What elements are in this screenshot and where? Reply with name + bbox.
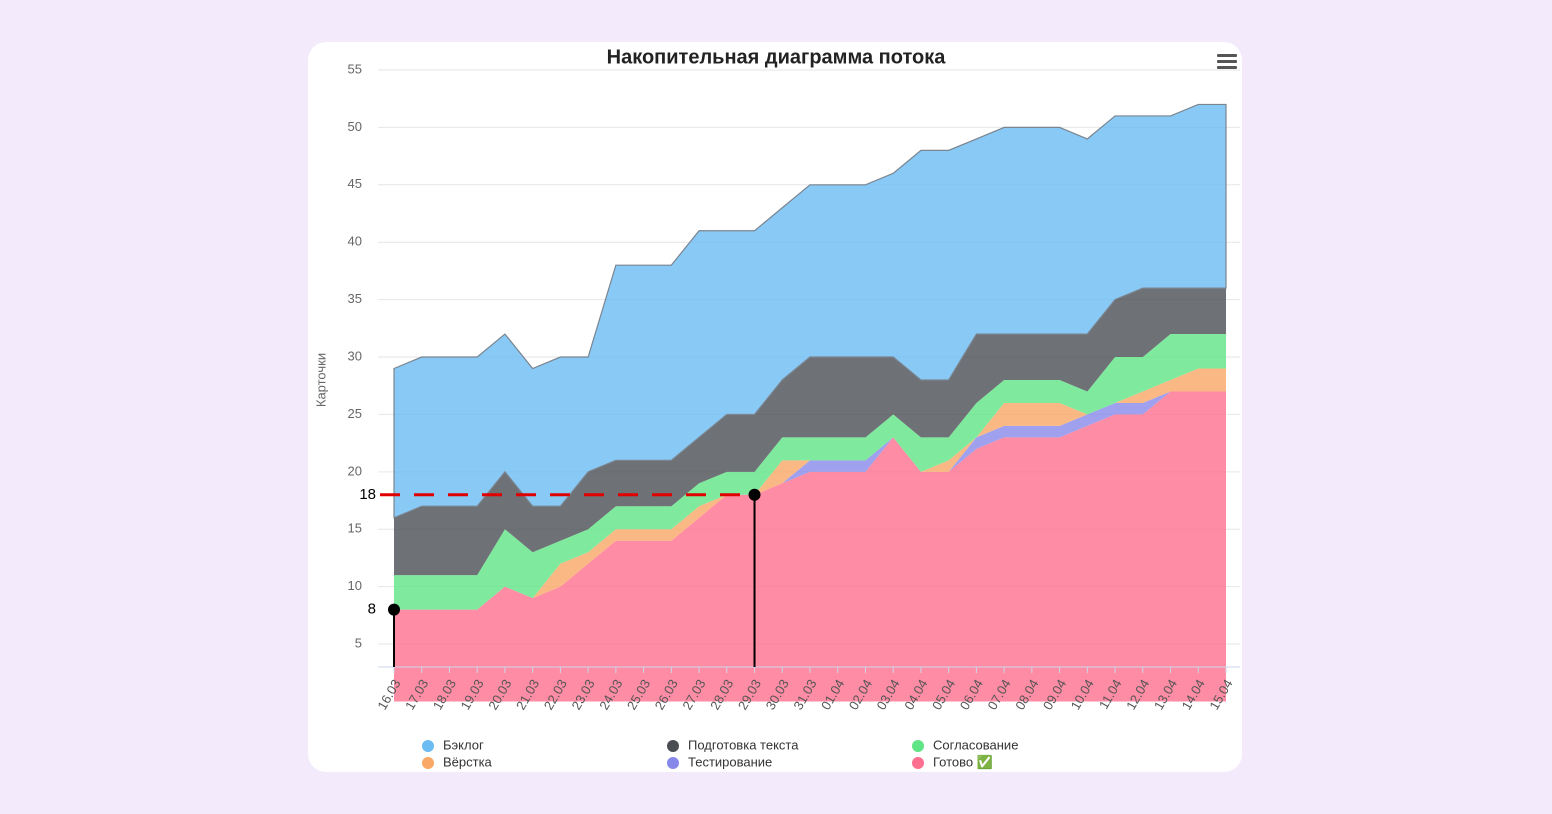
annotation-label: 18 <box>359 486 376 503</box>
legend-item[interactable]: Вёрстка <box>422 754 493 769</box>
menu-bar <box>1217 66 1237 69</box>
area <box>394 334 1226 610</box>
legend-label: Согласование <box>933 737 1018 752</box>
menu-bar <box>1217 60 1237 63</box>
legend-dot <box>422 740 434 752</box>
area <box>394 391 1226 702</box>
legend-item[interactable]: Подготовка текста <box>667 737 799 752</box>
legend-label: Бэклог <box>443 737 484 752</box>
area <box>394 368 1226 610</box>
y-tick-label: 25 <box>348 406 362 421</box>
y-tick-label: 45 <box>348 176 362 191</box>
annotation-label: 8 <box>368 601 376 618</box>
area <box>393 103 1227 519</box>
y-tick-label: 35 <box>348 291 362 306</box>
legend-dot <box>912 740 924 752</box>
legend-item[interactable]: Готово ✅ <box>912 754 993 769</box>
legend-label: Подготовка текста <box>688 737 799 752</box>
legend-dot <box>667 757 679 769</box>
menu-icon[interactable] <box>1217 54 1237 69</box>
legend-dot <box>912 757 924 769</box>
y-tick-label: 30 <box>348 348 362 363</box>
y-tick-label: 40 <box>348 234 362 249</box>
y-tick-label: 10 <box>348 578 362 593</box>
area <box>394 391 1226 610</box>
annotation-point <box>388 603 400 616</box>
y-tick-label: 55 <box>348 61 362 76</box>
legend-label: Готово ✅ <box>933 754 993 769</box>
y-axis-label: Карточки <box>313 353 328 407</box>
legend-dot <box>667 740 679 752</box>
legend-dot <box>422 757 434 769</box>
menu-bar <box>1217 54 1237 57</box>
legend-label: Вёрстка <box>443 754 493 769</box>
y-tick-label: 5 <box>355 635 362 650</box>
area <box>394 288 1226 576</box>
y-tick-label: 50 <box>348 119 362 134</box>
chart-title: Накопительная диаграмма потока <box>607 46 947 68</box>
annotation-point <box>748 488 761 501</box>
legend-label: Тестирование <box>688 754 772 769</box>
y-tick-label: 15 <box>348 521 362 536</box>
legend-item[interactable]: Бэклог <box>422 737 484 752</box>
y-tick-label: 20 <box>348 463 362 478</box>
legend-item[interactable]: Тестирование <box>667 754 772 769</box>
legend-item[interactable]: Согласование <box>912 737 1018 752</box>
